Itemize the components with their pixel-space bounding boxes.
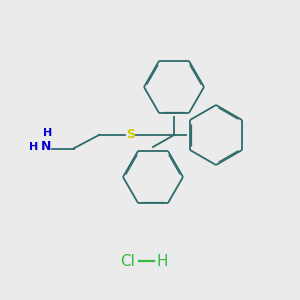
- Text: H: H: [29, 142, 38, 152]
- Text: H: H: [44, 128, 52, 138]
- Text: N: N: [41, 140, 52, 154]
- Text: H: H: [157, 254, 168, 268]
- Text: S: S: [126, 128, 135, 142]
- Text: Cl: Cl: [120, 254, 135, 268]
